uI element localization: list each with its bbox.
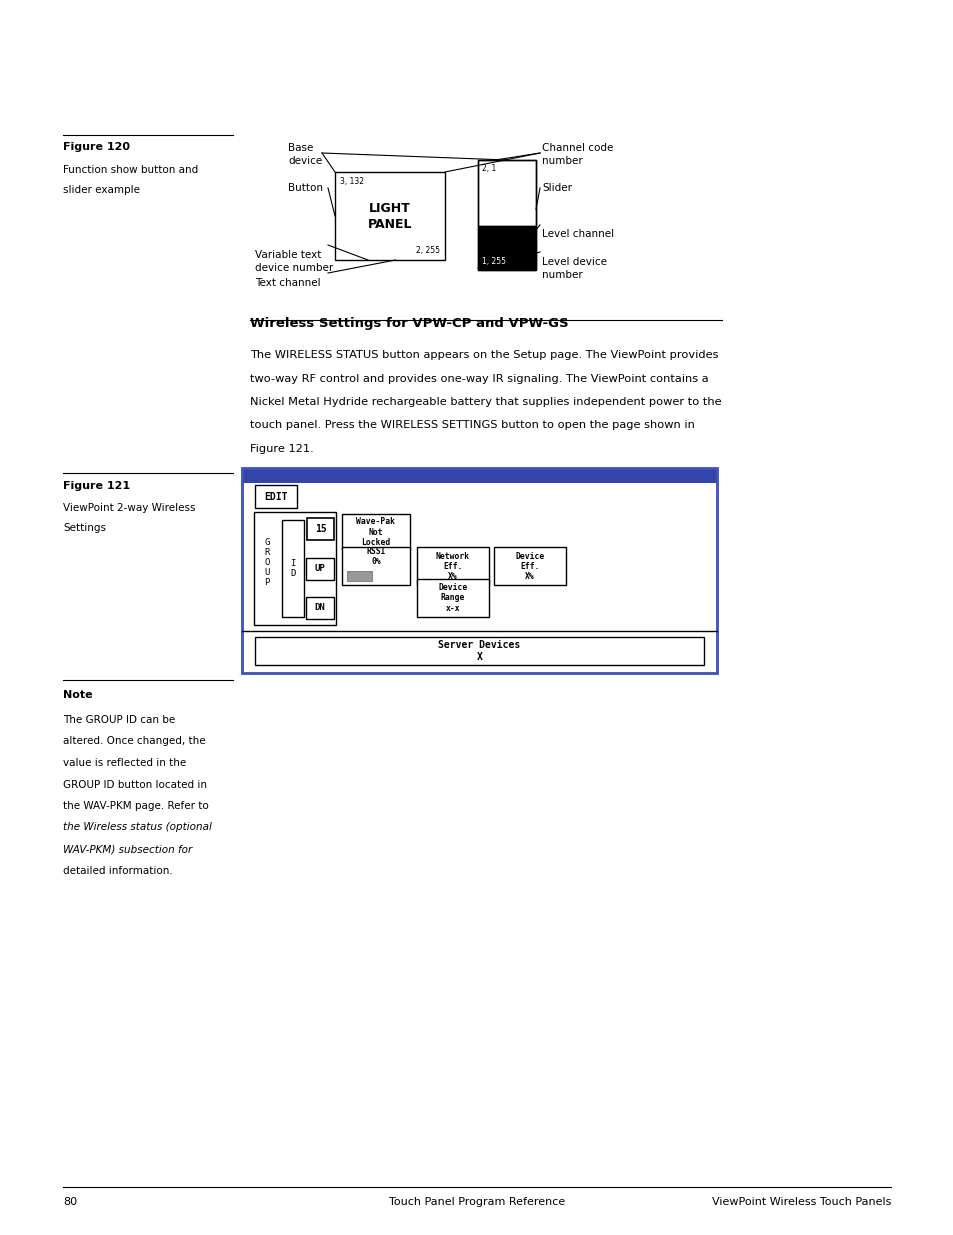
FancyBboxPatch shape <box>307 517 334 540</box>
Text: G
R
O
U
P: G R O U P <box>264 538 270 588</box>
FancyBboxPatch shape <box>341 547 410 585</box>
Text: ViewPoint 2-way Wireless: ViewPoint 2-way Wireless <box>63 503 195 513</box>
Text: detailed information.: detailed information. <box>63 866 172 876</box>
Text: Nickel Metal Hydride rechargeable battery that supplies independent power to the: Nickel Metal Hydride rechargeable batter… <box>250 396 720 408</box>
Text: Settings: Settings <box>63 522 106 534</box>
Text: Level device
number: Level device number <box>541 257 606 280</box>
FancyBboxPatch shape <box>347 572 372 582</box>
Text: value is reflected in the: value is reflected in the <box>63 758 186 768</box>
FancyBboxPatch shape <box>341 514 410 550</box>
Text: Button: Button <box>288 183 323 193</box>
Text: 2, 1: 2, 1 <box>481 164 496 173</box>
Text: Slider: Slider <box>541 183 572 193</box>
Text: ViewPoint Wireless Touch Panels: ViewPoint Wireless Touch Panels <box>711 1197 890 1207</box>
Text: UP: UP <box>314 564 325 573</box>
Text: 15: 15 <box>314 524 326 534</box>
Text: Wave-Pak
Not
Locked: Wave-Pak Not Locked <box>356 517 395 547</box>
Text: Figure 120: Figure 120 <box>63 142 130 152</box>
Text: two-way RF control and provides one-way IR signaling. The ViewPoint contains a: two-way RF control and provides one-way … <box>250 373 708 384</box>
Text: Device
Range
x-x: Device Range x-x <box>438 583 467 613</box>
Text: The WIRELESS STATUS button appears on the Setup page. The ViewPoint provides: The WIRELESS STATUS button appears on th… <box>250 350 718 359</box>
Text: Server Devices
X: Server Devices X <box>438 640 520 662</box>
Text: 3, 132: 3, 132 <box>339 177 364 186</box>
Text: 2, 255: 2, 255 <box>416 246 439 254</box>
Text: Channel code
number: Channel code number <box>541 143 613 167</box>
Text: Touch Panel Program Reference: Touch Panel Program Reference <box>389 1197 564 1207</box>
FancyBboxPatch shape <box>306 558 334 579</box>
Text: 80: 80 <box>63 1197 77 1207</box>
Text: Level channel: Level channel <box>541 228 614 240</box>
FancyBboxPatch shape <box>306 597 334 619</box>
Text: LIGHT
PANEL: LIGHT PANEL <box>367 201 412 231</box>
FancyBboxPatch shape <box>335 172 444 261</box>
FancyBboxPatch shape <box>477 161 536 226</box>
Text: Variable text
device number: Variable text device number <box>254 249 333 273</box>
Text: Figure 121: Figure 121 <box>63 480 130 492</box>
FancyBboxPatch shape <box>242 468 717 483</box>
Text: touch panel. Press the WIRELESS SETTINGS button to open the page shown in: touch panel. Press the WIRELESS SETTINGS… <box>250 420 694 431</box>
Text: slider example: slider example <box>63 185 140 195</box>
FancyBboxPatch shape <box>242 468 717 673</box>
Text: I
D: I D <box>290 558 295 578</box>
Text: WAV-PKM) subsection for: WAV-PKM) subsection for <box>63 844 193 853</box>
Text: altered. Once changed, the: altered. Once changed, the <box>63 736 206 746</box>
Text: Text channel: Text channel <box>254 278 320 288</box>
Text: 1, 255: 1, 255 <box>481 257 505 266</box>
Text: Device
Eff.
X%: Device Eff. X% <box>515 552 544 580</box>
Text: The GROUP ID can be: The GROUP ID can be <box>63 715 175 725</box>
FancyBboxPatch shape <box>254 485 296 508</box>
Text: Figure 121.: Figure 121. <box>250 445 314 454</box>
Text: Note: Note <box>63 690 92 700</box>
FancyBboxPatch shape <box>254 637 703 664</box>
Text: Function show button and: Function show button and <box>63 165 198 175</box>
Text: EDIT: EDIT <box>264 492 288 501</box>
FancyBboxPatch shape <box>416 547 489 585</box>
Text: Network
Eff.
X%: Network Eff. X% <box>436 552 470 580</box>
FancyBboxPatch shape <box>416 579 489 618</box>
Text: GROUP ID button located in: GROUP ID button located in <box>63 779 207 789</box>
Text: the Wireless status (optional: the Wireless status (optional <box>63 823 212 832</box>
Text: DN: DN <box>314 604 325 613</box>
Text: RSSI
0%: RSSI 0% <box>366 547 385 567</box>
FancyBboxPatch shape <box>477 226 536 270</box>
Text: Base
device: Base device <box>288 143 322 167</box>
Text: the WAV-PKM page. Refer to: the WAV-PKM page. Refer to <box>63 802 209 811</box>
Text: Wireless Settings for VPW-CP and VPW-GS: Wireless Settings for VPW-CP and VPW-GS <box>250 317 568 330</box>
FancyBboxPatch shape <box>253 513 335 625</box>
FancyBboxPatch shape <box>494 547 565 585</box>
FancyBboxPatch shape <box>282 520 304 618</box>
